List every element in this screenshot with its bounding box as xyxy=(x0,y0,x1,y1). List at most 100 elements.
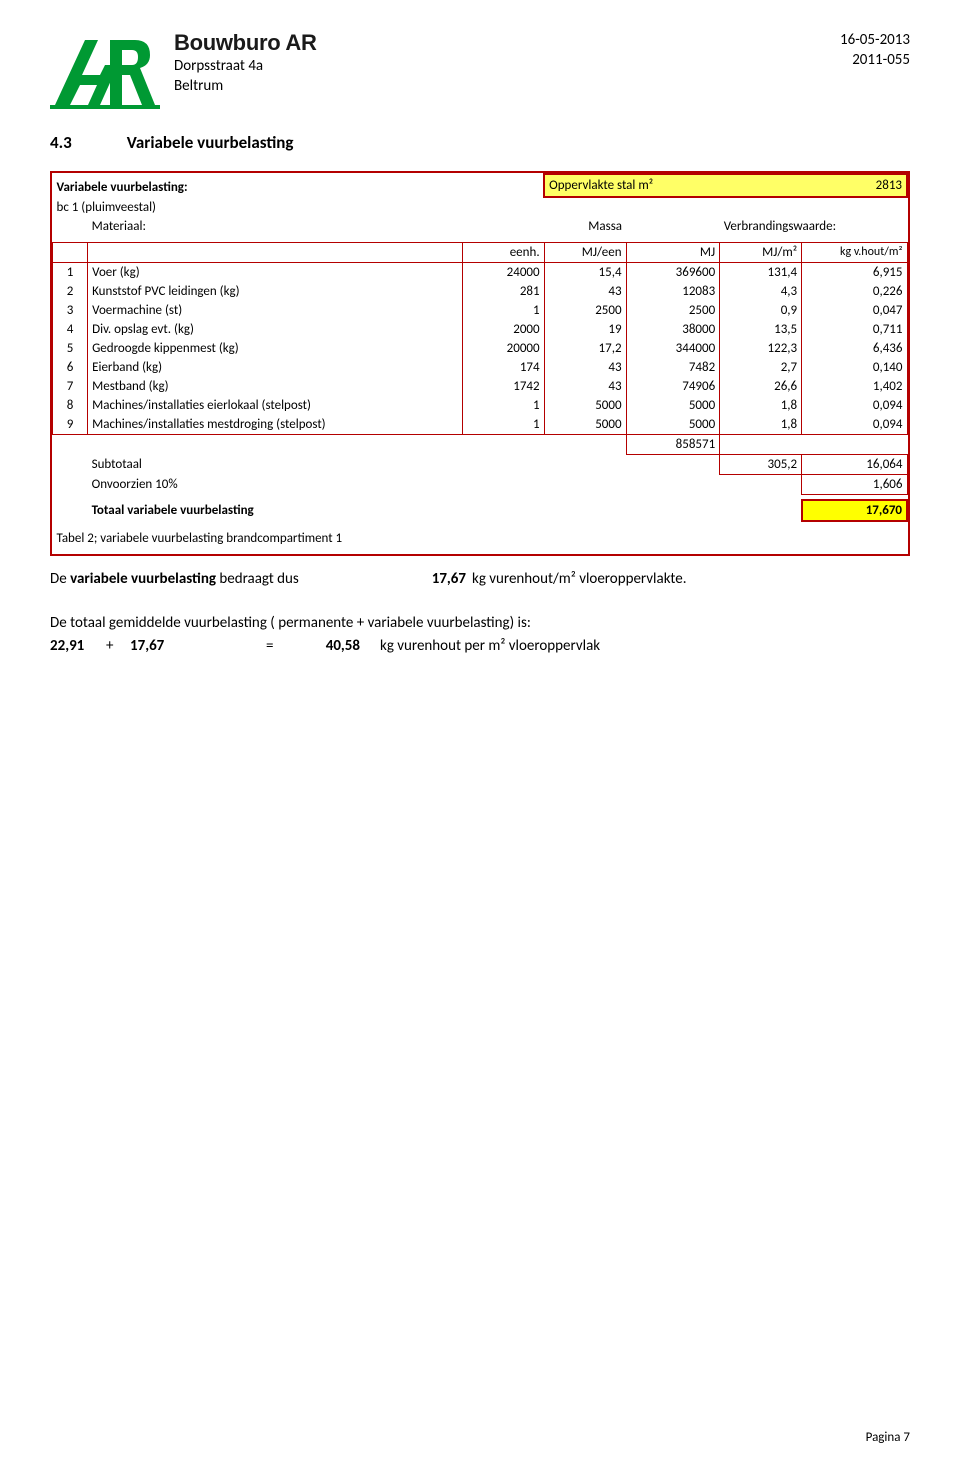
row-index: 3 xyxy=(53,301,88,320)
stmt-value: 17,67 xyxy=(406,570,466,588)
company-city: Beltrum xyxy=(174,76,317,96)
row-eenh: 174 xyxy=(462,358,544,377)
row-label: Gedroogde kippenmest (kg) xyxy=(88,339,463,358)
row-mj: 344000 xyxy=(626,339,720,358)
row-mjeen: 15,4 xyxy=(544,262,626,282)
row-kgv: 0,047 xyxy=(802,301,907,320)
row-mjeen: 43 xyxy=(544,377,626,396)
row-eenh: 1742 xyxy=(462,377,544,396)
row-label: Div. opslag evt. (kg) xyxy=(88,320,463,339)
summary-equation: 22,91 + 17,67 = 40,58 kg vurenhout per m… xyxy=(50,635,910,658)
doc-date: 16-05-2013 xyxy=(840,30,910,50)
row-mjm2: 0,9 xyxy=(720,301,802,320)
stmt-bold: variabele vuurbelasting xyxy=(70,570,219,588)
row-kgv: 0,140 xyxy=(802,358,907,377)
verbrandingswaarde-label: Verbrandingswaarde: xyxy=(720,217,907,236)
company-info: Bouwburo AR Dorpsstraat 4a Beltrum xyxy=(174,30,317,97)
table-row: 7Mestband (kg)1742437490626,61,402 xyxy=(53,377,908,396)
row-label: Machines/installaties mestdroging (stelp… xyxy=(88,415,463,435)
row-mjeen: 43 xyxy=(544,282,626,301)
total-kgv: 17,670 xyxy=(802,500,907,521)
table-row: 6Eierband (kg)1744374822,70,140 xyxy=(53,358,908,377)
row-index: 8 xyxy=(53,396,88,415)
panel-title: Variabele vuurbelasting: xyxy=(53,174,463,197)
table-caption: Tabel 2; variabele vuurbelasting brandco… xyxy=(53,527,908,554)
section-title: Variabele vuurbelasting xyxy=(127,132,294,153)
page-header: Bouwburo AR Dorpsstraat 4a Beltrum 16-05… xyxy=(50,30,910,110)
project-number: 2011-055 xyxy=(840,50,910,70)
table-row: 9Machines/installaties mestdroging (stel… xyxy=(53,415,908,435)
panel-subtitle-row: bc 1 (pluimveestal) xyxy=(53,197,908,217)
total-row: Totaal variabele vuurbelasting 17,670 xyxy=(53,500,908,521)
table-row: 4Div. opslag evt. (kg)2000193800013,50,7… xyxy=(53,320,908,339)
section-heading: 4.3 Variabele vuurbelasting xyxy=(50,132,910,153)
row-kgv: 6,915 xyxy=(802,262,907,282)
company-name: Bouwburo AR xyxy=(174,30,317,56)
row-mjm2: 1,8 xyxy=(720,415,802,435)
sum-c: 40,58 xyxy=(290,635,360,658)
mj-sum: 858571 xyxy=(626,434,720,454)
col-eenh: eenh. xyxy=(462,242,544,262)
header-right: 16-05-2013 2011-055 xyxy=(840,30,910,71)
subtotal-row: Subtotaal 305,2 16,064 xyxy=(53,454,908,474)
subtotal-kgv: 16,064 xyxy=(802,454,907,474)
row-mjm2: 1,8 xyxy=(720,396,802,415)
row-mjeen: 19 xyxy=(544,320,626,339)
materiaal-label: Materiaal: xyxy=(88,217,463,236)
summary-block: De totaal gemiddelde vuurbelasting ( per… xyxy=(50,612,910,657)
page-number: Pagina 7 xyxy=(866,1430,910,1445)
panel-title-row: Variabele vuurbelasting: Oppervlakte sta… xyxy=(53,174,908,197)
calculation-table: Variabele vuurbelasting: Oppervlakte sta… xyxy=(52,173,908,554)
row-mjeen: 43 xyxy=(544,358,626,377)
table-row: 2Kunststof PVC leidingen (kg)28143120834… xyxy=(53,282,908,301)
onvoorzien-label: Onvoorzien 10% xyxy=(88,474,463,494)
row-label: Voermachine (st) xyxy=(88,301,463,320)
sum-unit: kg vurenhout per m² vloeroppervlak xyxy=(380,635,600,658)
table-row: 8Machines/installaties eierlokaal (stelp… xyxy=(53,396,908,415)
subtotal-mjm2: 305,2 xyxy=(720,454,802,474)
sum-plus: + xyxy=(106,635,124,658)
row-mjm2: 2,7 xyxy=(720,358,802,377)
row-index: 4 xyxy=(53,320,88,339)
company-logo-icon xyxy=(50,30,160,110)
row-eenh: 1 xyxy=(462,415,544,435)
row-mj: 74906 xyxy=(626,377,720,396)
row-mjm2: 122,3 xyxy=(720,339,802,358)
row-mj: 5000 xyxy=(626,415,720,435)
mj-sum-row: 858571 xyxy=(53,434,908,454)
table-row: 1Voer (kg)2400015,4369600131,46,915 xyxy=(53,262,908,282)
summary-line1: De totaal gemiddelde vuurbelasting ( per… xyxy=(50,612,910,635)
row-kgv: 0,094 xyxy=(802,396,907,415)
row-index: 6 xyxy=(53,358,88,377)
row-label: Machines/installaties eierlokaal (stelpo… xyxy=(88,396,463,415)
row-mj: 5000 xyxy=(626,396,720,415)
header-left: Bouwburo AR Dorpsstraat 4a Beltrum xyxy=(50,30,317,110)
onvoorzien-kgv: 1,606 xyxy=(802,474,907,494)
total-label: Totaal variabele vuurbelasting xyxy=(88,500,720,521)
row-eenh: 24000 xyxy=(462,262,544,282)
row-kgv: 0,094 xyxy=(802,415,907,435)
sum-a: 22,91 xyxy=(50,635,100,658)
row-mjeen: 5000 xyxy=(544,415,626,435)
row-mj: 369600 xyxy=(626,262,720,282)
col-mj: MJ xyxy=(626,242,720,262)
row-mj: 2500 xyxy=(626,301,720,320)
panel-subtitle: bc 1 (pluimveestal) xyxy=(53,197,908,217)
caption-row: Tabel 2; variabele vuurbelasting brandco… xyxy=(53,527,908,554)
row-index: 2 xyxy=(53,282,88,301)
subtotal-label: Subtotaal xyxy=(88,454,463,474)
row-mjm2: 13,5 xyxy=(720,320,802,339)
area-value: 2813 xyxy=(802,174,907,197)
col-mjeen: MJ/een xyxy=(544,242,626,262)
row-index: 7 xyxy=(53,377,88,396)
row-index: 1 xyxy=(53,262,88,282)
row-mjm2: 4,3 xyxy=(720,282,802,301)
row-index: 5 xyxy=(53,339,88,358)
massa-label: Massa xyxy=(544,217,626,236)
row-kgv: 1,402 xyxy=(802,377,907,396)
row-mj: 7482 xyxy=(626,358,720,377)
stmt-unit: kg vurenhout/m² vloeroppervlakte. xyxy=(472,570,687,588)
row-eenh: 2000 xyxy=(462,320,544,339)
row-eenh: 1 xyxy=(462,396,544,415)
sum-b: 17,67 xyxy=(130,635,260,658)
